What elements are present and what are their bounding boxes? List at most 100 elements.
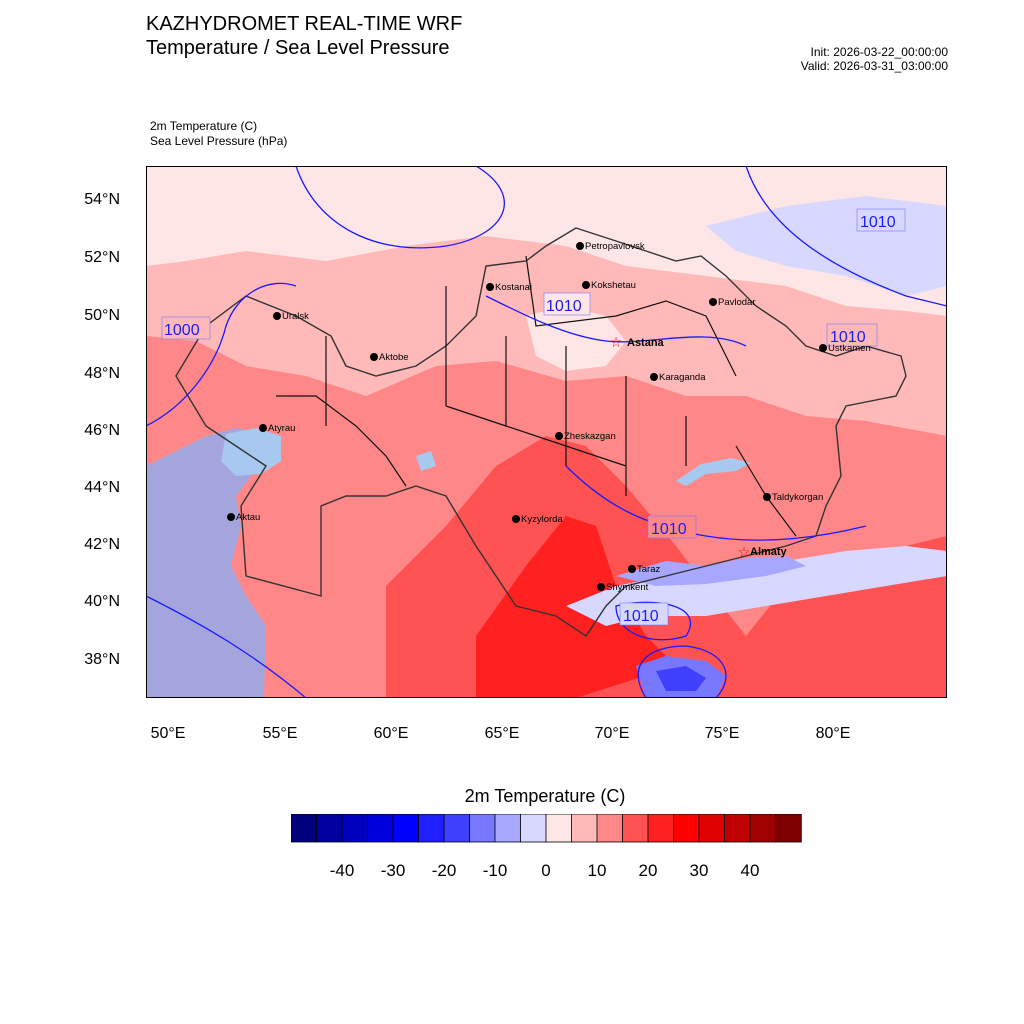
colorbar-swatch: [775, 814, 802, 843]
city-label: Zheskazgan: [564, 431, 616, 442]
city-marker: [763, 493, 771, 501]
lat-label: 54°N: [84, 191, 120, 208]
isobar-label: 1010: [830, 329, 866, 346]
city-marker: [576, 242, 584, 250]
lat-label: 50°N: [84, 307, 120, 324]
map-frame: [146, 166, 947, 698]
city-marker: [650, 373, 658, 381]
city-marker: [597, 583, 605, 591]
city-label: Kokshetau: [591, 280, 636, 291]
title-line-2: Temperature / Sea Level Pressure: [146, 37, 450, 59]
region-borders: [276, 255, 797, 537]
isobar-label: 1010: [623, 608, 659, 625]
colorbar-swatch: [341, 814, 369, 843]
colorbar-tick: 20: [638, 861, 658, 880]
title-line-1: KAZHYDROMET REAL-TIME WRF: [146, 13, 463, 35]
city-marker: [486, 283, 494, 291]
valid-time: Valid: 2026-03-31_03:00:00: [800, 59, 948, 73]
isobar: [637, 645, 727, 698]
lon-label: 65°E: [484, 725, 520, 742]
isobar-label-box: [647, 515, 697, 539]
colorbar: [291, 814, 802, 843]
colorbar-tick: 0: [541, 861, 551, 880]
colorbar-swatch: [418, 814, 445, 843]
colorbar-swatch: [545, 814, 573, 843]
city-marker: [370, 353, 378, 361]
colorbar-tick: 30: [689, 861, 709, 880]
city-label: Taraz: [637, 564, 660, 575]
city-label: Taldykorgan: [772, 492, 823, 503]
colorbar-swatch: [749, 814, 777, 843]
city-label: Petropavlovsk: [585, 241, 645, 252]
isobar-label-box: [543, 292, 591, 316]
colorbar-tick: -20: [431, 861, 457, 880]
temperature-map: 1010 1010 1000 1010 1010 1010 Petropavlo…: [146, 166, 947, 698]
city-marker: [227, 513, 235, 521]
lon-label: 70°E: [594, 725, 630, 742]
lon-label: 75°E: [704, 725, 740, 742]
colorbar-tick: 40: [740, 861, 760, 880]
lat-label: 44°N: [84, 479, 120, 496]
plot-title: KAZHYDROMET REAL-TIME WRF Temperature / …: [146, 12, 462, 60]
city-marker: [512, 515, 520, 523]
field-labels: 2m Temperature (C) Sea Level Pressure (h…: [150, 119, 287, 149]
isobar: [295, 166, 505, 249]
city-label: Atyrau: [268, 423, 295, 434]
lat-label: 42°N: [84, 536, 120, 553]
lon-label: 55°E: [262, 725, 298, 742]
lon-label: 80°E: [815, 725, 851, 742]
pressure-field-label: Sea Level Pressure (hPa): [150, 134, 288, 148]
lat-label: 52°N: [84, 249, 120, 266]
capital-star-icon: ☆: [610, 335, 623, 351]
lat-label: 40°N: [84, 593, 120, 610]
isobar-label: 1010: [546, 298, 582, 315]
lat-label: 48°N: [84, 365, 120, 382]
city-marker: [555, 432, 563, 440]
lat-label: 46°N: [84, 422, 120, 439]
cold-region-pamir-core: [656, 666, 706, 691]
colorbar-swatch: [647, 814, 675, 843]
colorbar-swatch: [724, 814, 751, 843]
lake-balkhash: [676, 458, 751, 486]
country-border: [175, 227, 907, 637]
isobar-label-box: [826, 323, 878, 347]
isobar: [745, 166, 947, 307]
colorbar-swatch: [673, 814, 700, 843]
city-label: Aktobe: [379, 352, 409, 363]
cool-patch-central: [526, 306, 626, 371]
lon-label: 50°E: [150, 725, 186, 742]
isobar-label: 1010: [860, 214, 896, 231]
isobar-label-box: [161, 316, 211, 340]
city-marker: [819, 344, 827, 352]
city-label: Ustkamen: [828, 343, 871, 354]
north-caspian-shelf: [221, 428, 281, 476]
colorbar-title: 2m Temperature (C): [464, 786, 626, 806]
time-info: Init: 2026-03-22_00:00:00 Valid: 2026-03…: [801, 45, 948, 73]
isobar-label-box: [856, 208, 906, 232]
colorbar-swatch: [291, 814, 318, 843]
colorbar-tick: 10: [587, 861, 607, 880]
city-marker: [273, 312, 281, 320]
colorbar-swatch: [596, 814, 624, 843]
lon-label: 60°E: [373, 725, 409, 742]
colorbar-swatch: [698, 814, 726, 843]
city-label: Almaty: [750, 546, 788, 558]
city-label: Karaganda: [659, 372, 706, 383]
isobar: [615, 601, 692, 641]
aral-sea: [416, 451, 436, 471]
colorbar-tick: -10: [482, 861, 508, 880]
colorbar-swatch: [392, 814, 420, 843]
city-label: Kostanai: [495, 282, 532, 293]
isobar: [146, 282, 297, 427]
city-label: Pavlodar: [718, 297, 756, 308]
colorbar-swatch: [622, 814, 649, 843]
lat-label: 38°N: [84, 651, 120, 668]
isobar-label: 1010: [651, 521, 687, 538]
city-label: Kyzylorda: [521, 514, 563, 525]
city-marker: [582, 281, 590, 289]
city-markers: Petropavlovsk Kostanai Kokshetau Pavloda…: [227, 241, 871, 593]
colorbar-swatch: [520, 814, 547, 843]
colorbar-swatch: [367, 814, 394, 843]
colorbar-tick: -30: [380, 861, 406, 880]
temperature-fill-tarim: [726, 591, 947, 698]
